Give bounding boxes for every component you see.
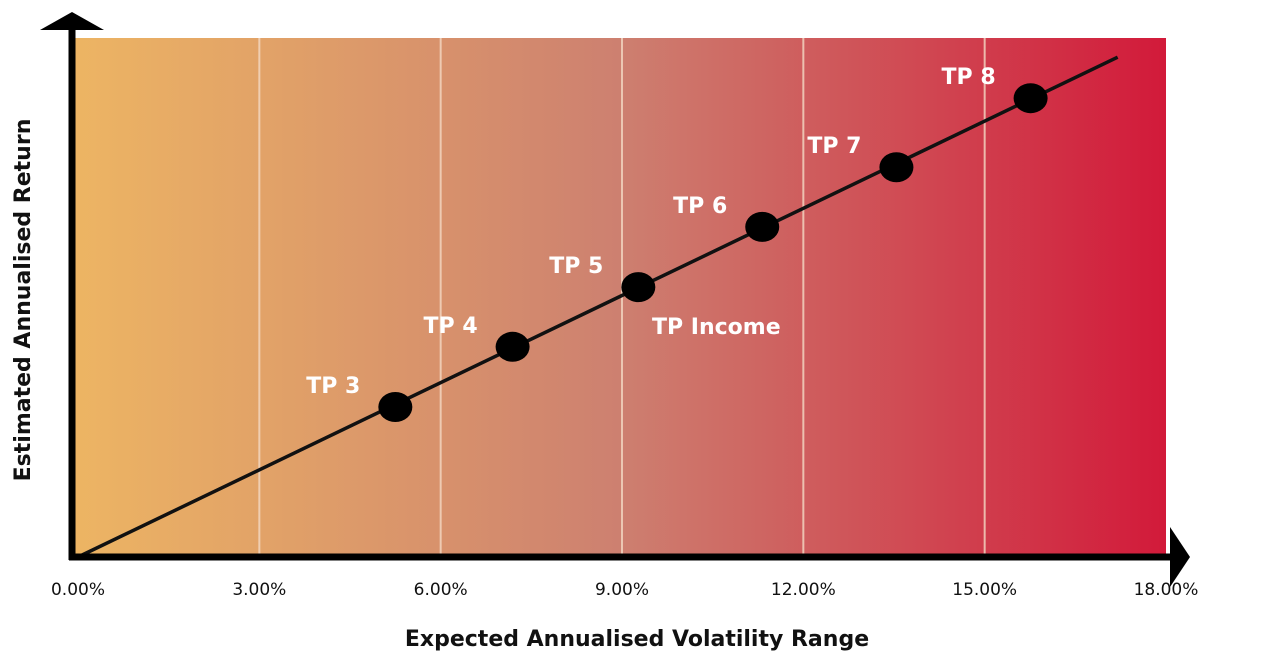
point	[879, 152, 914, 183]
point	[621, 272, 656, 303]
point-label: TP 8	[942, 65, 996, 90]
x-axis-title: Expected Annualised Volatility Range	[405, 627, 869, 652]
point	[745, 211, 780, 242]
y-axis-title: Estimated Annualised Return	[11, 119, 36, 482]
point	[378, 392, 413, 423]
x-axis-arrow	[1170, 527, 1190, 587]
x-tick-label: 12.00%	[771, 580, 836, 600]
x-tick-label: 18.00%	[1134, 580, 1199, 600]
x-tick-label: 0.00%	[51, 580, 105, 600]
x-tick-label: 3.00%	[232, 580, 286, 600]
point-label: TP 4	[424, 314, 478, 339]
annotation: TP Income	[652, 315, 781, 340]
point-label: TP 7	[807, 134, 861, 159]
y-axis-arrow	[40, 12, 104, 30]
x-tick-label: 15.00%	[952, 580, 1017, 600]
point	[495, 331, 530, 362]
point	[1013, 83, 1048, 114]
point-label: TP 6	[673, 194, 727, 219]
point-label: TP 3	[306, 374, 360, 399]
point-label: TP 5	[549, 254, 603, 279]
marks: TP 3 TP 4 TP 5 TP 6 TP 7 TP 8 TP Income	[77, 55, 1119, 559]
trend-line	[77, 55, 1119, 559]
x-tick-label: 6.00%	[414, 580, 468, 600]
x-tick-label: 9.00%	[595, 580, 649, 600]
